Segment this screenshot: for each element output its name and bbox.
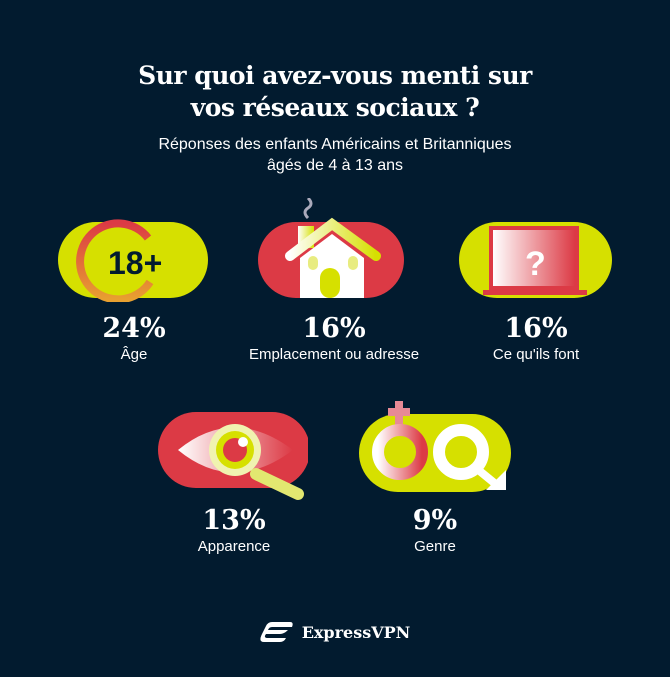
age-badge: 18+ <box>108 245 162 281</box>
18-plus-icon: 18+ <box>58 219 208 302</box>
house-icon <box>258 198 404 298</box>
title: Sur quoi avez-vous menti sur vos réseaux… <box>0 60 670 124</box>
stat-label: Genre <box>414 538 456 555</box>
eye-magnifier-icon <box>158 412 308 500</box>
subtitle-line-2: âgés de 4 à 13 ans <box>266 157 404 174</box>
stat-value: 16% <box>504 313 568 344</box>
stat-label: Ce qu'ils font <box>492 346 580 363</box>
stat-label: Âge <box>120 346 148 363</box>
stat-location: 16% Emplacement ou adresse <box>234 314 434 366</box>
title-line-2: vos réseaux sociaux ? <box>190 93 480 122</box>
svg-text:?: ? <box>525 245 546 283</box>
stat-appearance: 13% Apparence <box>134 506 334 558</box>
gender-symbols-icon <box>359 401 511 492</box>
stat-value: 24% <box>102 313 166 344</box>
expressvpn-logo: ExpressVPN <box>0 620 670 644</box>
title-line-1: Sur quoi avez-vous menti sur <box>138 61 532 90</box>
stat-age: 24% Âge <box>34 314 234 366</box>
brand-name: ExpressVPN <box>301 622 411 642</box>
laptop-question-icon: ? <box>459 222 612 298</box>
stat-activity: 16% Ce qu'ils font <box>436 314 636 366</box>
stat-label: Emplacement ou adresse <box>248 346 420 363</box>
stat-value: 16% <box>302 313 366 344</box>
stat-value: 9% <box>412 505 458 536</box>
stat-value: 13% <box>202 505 266 536</box>
expressvpn-logo-icon <box>260 622 293 642</box>
stat-label: Apparence <box>197 538 271 555</box>
subtitle-line-1: Réponses des enfants Américains et Brita… <box>158 136 512 153</box>
subtitle: Réponses des enfants Américains et Brita… <box>0 134 670 176</box>
stat-gender: 9% Genre <box>335 506 535 558</box>
